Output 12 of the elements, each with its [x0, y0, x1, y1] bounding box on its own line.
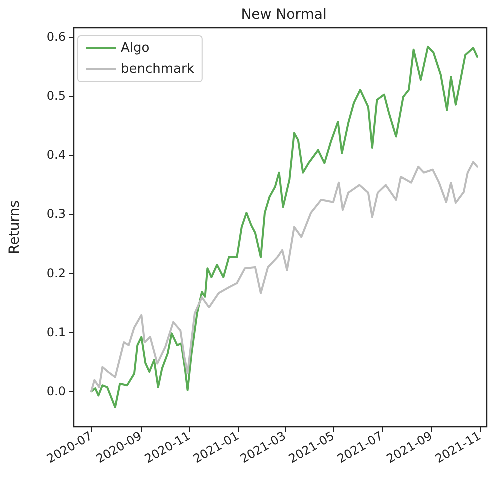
chart-title: New Normal — [241, 7, 327, 23]
legend-label: benchmark — [121, 62, 195, 77]
y-tick-label: 0.5 — [46, 88, 66, 103]
y-tick-label: 0.1 — [46, 325, 66, 340]
legend-label: Algo — [121, 41, 150, 56]
y-tick-label: 0.0 — [46, 384, 66, 399]
line-series — [90, 161, 478, 393]
y-tick-label: 0.3 — [46, 207, 66, 222]
y-axis-title: Returns — [7, 200, 23, 254]
y-tick-label: 0.4 — [46, 148, 66, 162]
y-tick-label: 0.6 — [46, 30, 66, 44]
y-tick-label: 0.2 — [46, 266, 66, 280]
